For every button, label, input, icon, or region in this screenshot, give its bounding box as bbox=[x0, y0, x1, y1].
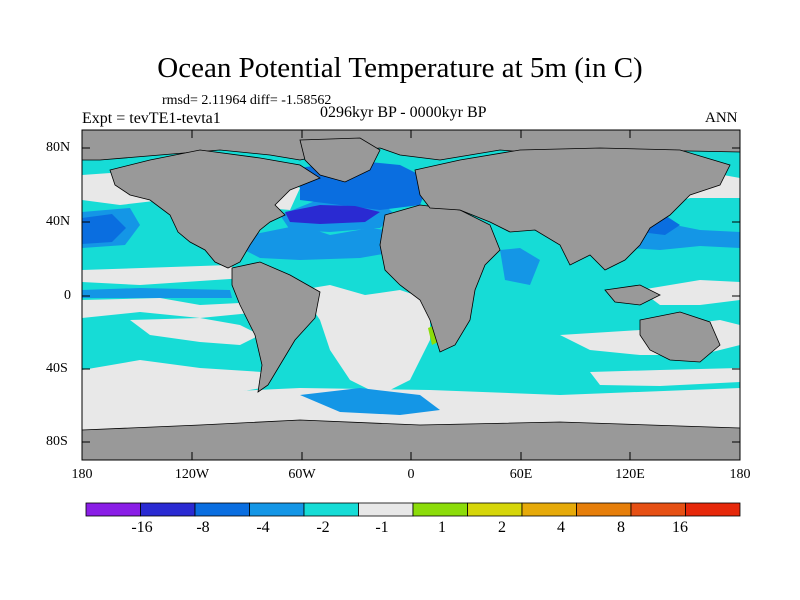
colorbar-box bbox=[85, 502, 141, 517]
colorbar-label: 16 bbox=[672, 519, 688, 536]
lat-label-0: 0 bbox=[64, 288, 71, 303]
north-america bbox=[109, 149, 321, 269]
colorbar bbox=[85, 502, 741, 517]
cooling-minus8-regions bbox=[285, 205, 380, 224]
period-label: 0296kyr BP - 0000kyr BP bbox=[320, 104, 487, 121]
map-panel bbox=[82, 130, 740, 460]
eurasia bbox=[414, 147, 731, 271]
south-america bbox=[231, 261, 321, 393]
lat-label-40n: 40N bbox=[46, 214, 71, 229]
lon-label-60e: 60E bbox=[509, 467, 533, 482]
colorbar-label: 8 bbox=[617, 519, 625, 536]
colorbar-label: 4 bbox=[557, 519, 565, 536]
colorbar-box bbox=[412, 502, 468, 517]
antarctica bbox=[82, 419, 740, 460]
colorbar-box bbox=[140, 502, 196, 517]
lat-label-40s: 40S bbox=[46, 361, 68, 376]
colorbar-label: -1 bbox=[375, 519, 389, 536]
colorbar-box bbox=[630, 502, 686, 517]
africa bbox=[379, 204, 501, 353]
lon-label-180w: 180 bbox=[71, 467, 93, 482]
lat-label-80s: 80S bbox=[46, 434, 68, 449]
colorbar-box bbox=[685, 502, 741, 517]
colorbar-box bbox=[521, 502, 577, 517]
land-masses bbox=[82, 130, 740, 460]
colorbar-box bbox=[358, 502, 414, 517]
experiment-label: Expt = tevTE1-tevta1 bbox=[82, 110, 221, 127]
lat-label-80n: 80N bbox=[46, 140, 71, 155]
colorbar-box bbox=[249, 502, 305, 517]
colorbar-label: -16 bbox=[131, 519, 153, 536]
colorbar-box bbox=[576, 502, 632, 517]
colorbar-label: -4 bbox=[256, 519, 270, 536]
lon-label-0: 0 bbox=[407, 467, 415, 482]
colorbar-label: -8 bbox=[196, 519, 210, 536]
colorbar-box bbox=[467, 502, 523, 517]
colorbar-box bbox=[303, 502, 359, 517]
lon-label-180e: 180 bbox=[729, 467, 751, 482]
lon-label-120w: 120W bbox=[174, 467, 210, 482]
axis-ticks bbox=[82, 130, 740, 460]
map-title: Ocean Potential Temperature at 5m (in C) bbox=[157, 52, 643, 84]
colorbar-label: 1 bbox=[438, 519, 446, 536]
season-label: ANN bbox=[705, 110, 738, 126]
lon-label-120e: 120E bbox=[615, 467, 645, 482]
australia bbox=[639, 311, 721, 363]
lon-label-60w: 60W bbox=[288, 467, 316, 482]
colorbar-label: -2 bbox=[316, 519, 330, 536]
greenland bbox=[299, 137, 381, 183]
indonesia bbox=[604, 284, 661, 306]
colorbar-box bbox=[194, 502, 250, 517]
stats-text: rmsd= 2.11964 diff= -1.58562 bbox=[162, 93, 332, 108]
colorbar-label: 2 bbox=[498, 519, 506, 536]
